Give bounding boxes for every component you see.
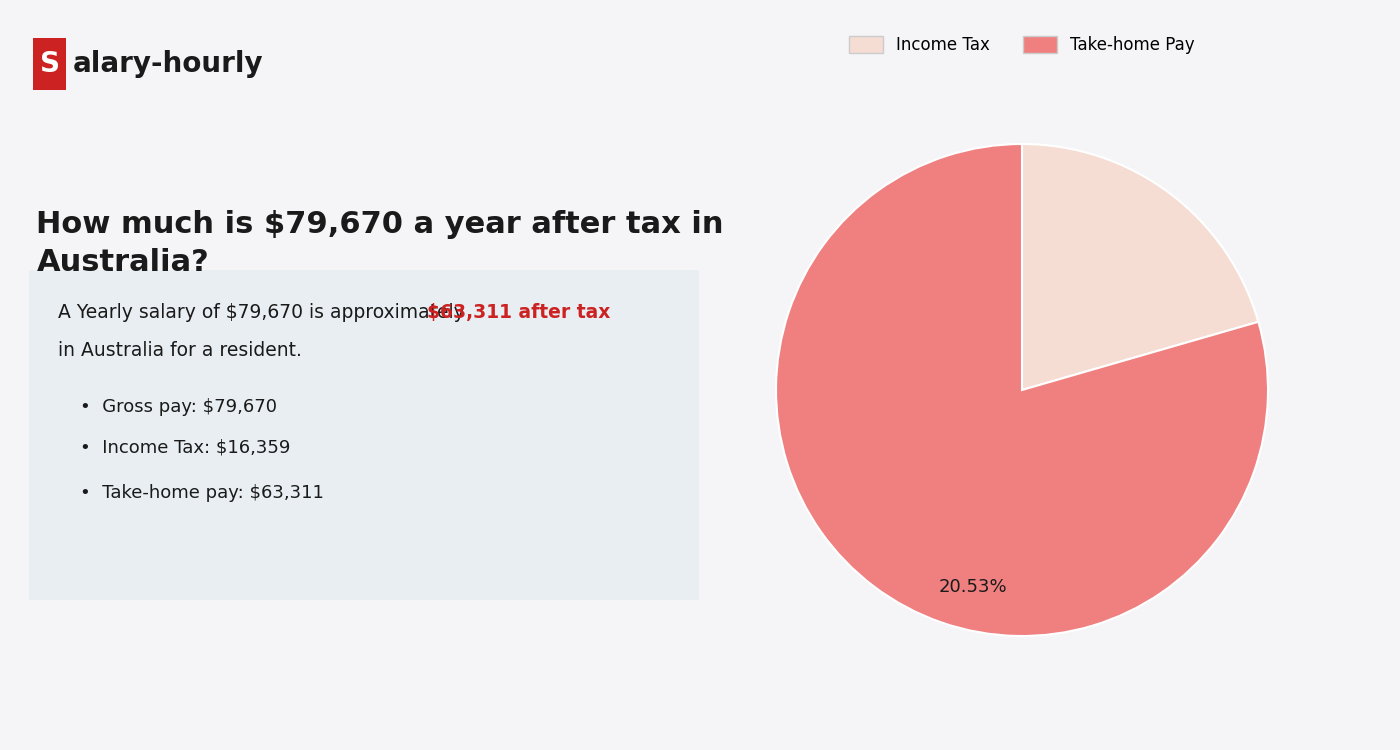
- Text: •  Income Tax: $16,359: • Income Tax: $16,359: [80, 439, 290, 457]
- Wedge shape: [776, 144, 1268, 636]
- Text: alary-hourly: alary-hourly: [73, 50, 263, 78]
- FancyBboxPatch shape: [32, 38, 66, 90]
- FancyBboxPatch shape: [29, 270, 699, 600]
- Text: •  Gross pay: $79,670: • Gross pay: $79,670: [80, 398, 277, 416]
- Legend: Income Tax, Take-home Pay: Income Tax, Take-home Pay: [843, 29, 1201, 61]
- Wedge shape: [1022, 144, 1259, 390]
- Text: •  Take-home pay: $63,311: • Take-home pay: $63,311: [80, 484, 323, 502]
- Text: $63,311 after tax: $63,311 after tax: [427, 303, 610, 322]
- Text: 20.53%: 20.53%: [938, 578, 1007, 596]
- Text: How much is $79,670 a year after tax in
Australia?: How much is $79,670 a year after tax in …: [36, 210, 724, 278]
- Text: S: S: [39, 50, 60, 78]
- Text: A Yearly salary of $79,670 is approximately: A Yearly salary of $79,670 is approximat…: [59, 303, 470, 322]
- Text: in Australia for a resident.: in Australia for a resident.: [59, 341, 302, 360]
